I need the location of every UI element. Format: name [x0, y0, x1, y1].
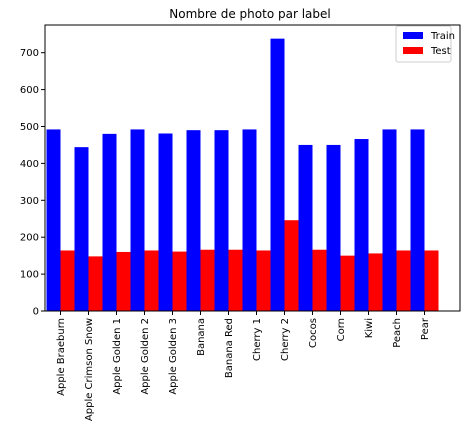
bar-train-10 [326, 144, 341, 311]
y-tick-label-3: 300 [20, 196, 39, 207]
bar-train-4 [158, 133, 173, 311]
legend: Train Test [395, 25, 455, 63]
y-tick-label-1: 100 [20, 270, 39, 281]
x-tick-label-3: Apple Golden 2 [140, 318, 151, 395]
x-tick-label-2: Apple Golden 1 [112, 318, 123, 395]
x-tick-label-13: Pear [420, 317, 431, 340]
y-tick-label-4: 400 [20, 159, 39, 170]
y-tick-label-6: 600 [20, 85, 39, 96]
bar-test-4 [172, 251, 187, 311]
x-tick-label-11: Kiwi [364, 318, 375, 338]
legend-label-train: Train [430, 31, 455, 42]
bars-group [46, 38, 439, 311]
chart-title: Nombre de photo par label [169, 7, 330, 21]
bar-test-5 [200, 249, 215, 311]
bar-test-3 [144, 250, 159, 311]
bar-train-11 [354, 139, 369, 311]
bar-test-11 [368, 253, 383, 311]
bar-test-0 [60, 250, 75, 311]
y-tick-label-7: 700 [20, 48, 39, 59]
bar-train-2 [102, 133, 117, 311]
bar-test-8 [284, 220, 299, 311]
bar-test-12 [396, 250, 411, 311]
x-axis: Apple Braeburn Apple Crimson Snow Apple Go… [56, 311, 431, 421]
bar-train-0 [46, 129, 61, 311]
x-tick-label-0: Apple Braeburn [56, 318, 67, 396]
bar-test-13 [424, 250, 439, 311]
bar-train-1 [74, 147, 89, 311]
bar-train-5 [186, 130, 201, 311]
y-tick-label-5: 500 [20, 122, 39, 133]
bar-train-9 [298, 144, 313, 311]
x-tick-label-12: Peach [392, 318, 403, 348]
legend-label-test: Test [430, 46, 451, 57]
bar-test-1 [88, 256, 103, 311]
bar-test-10 [340, 255, 355, 311]
bar-test-6 [228, 249, 243, 311]
x-tick-label-6: Banana Red [224, 318, 235, 378]
y-tick-label-0: 0 [33, 307, 39, 318]
bar-train-13 [410, 129, 425, 311]
x-tick-label-8: Cherry 2 [280, 318, 291, 361]
y-axis: 0 100 200 300 400 500 600 700 [20, 48, 45, 318]
x-tick-label-9: Cocos [308, 318, 319, 348]
x-tick-label-5: Banana [196, 318, 207, 356]
bar-train-6 [214, 130, 229, 311]
bar-train-8 [270, 38, 285, 311]
bar-train-7 [242, 129, 257, 311]
bar-test-7 [256, 250, 271, 311]
bar-test-9 [312, 249, 327, 311]
x-tick-label-7: Cherry 1 [252, 318, 263, 361]
bar-train-3 [130, 129, 145, 311]
x-tick-label-10: Corn [336, 318, 347, 341]
legend-swatch-train [403, 32, 423, 39]
x-tick-label-1: Apple Crimson Snow [84, 318, 95, 421]
plot-frame [44, 24, 461, 312]
bar-test-2 [116, 251, 131, 311]
legend-swatch-test [403, 47, 423, 54]
y-tick-label-2: 200 [20, 233, 39, 244]
x-tick-label-4: Apple Golden 3 [168, 318, 179, 395]
bar-train-12 [382, 129, 397, 311]
